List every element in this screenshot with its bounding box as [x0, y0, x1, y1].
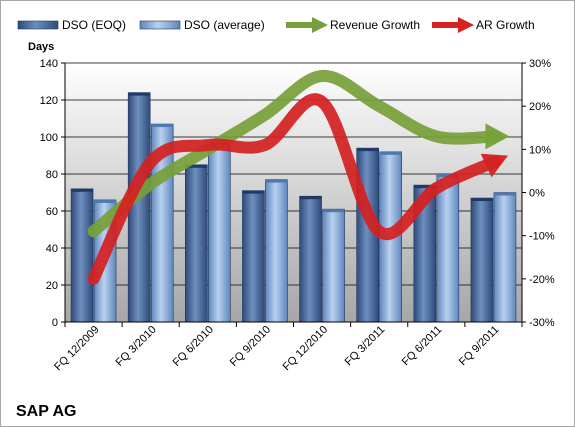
y-tick-label: 100	[40, 132, 58, 144]
y-tick-label: 0	[52, 317, 58, 329]
legend-label: Revenue Growth	[330, 18, 420, 32]
y-tick-label: 20	[46, 280, 58, 292]
bar	[208, 142, 231, 323]
x-tick-label: FQ 3/2011	[343, 324, 388, 369]
y-tick-label: 40	[46, 243, 58, 255]
legend-swatch-arrow	[312, 17, 328, 33]
x-tick-label: FQ 9/2011	[457, 324, 502, 369]
legend-label: AR Growth	[476, 18, 535, 32]
series-arrowhead	[480, 153, 509, 178]
bar	[436, 173, 460, 323]
y2-tick-label: 0%	[529, 188, 545, 200]
y2-tick-label: 10%	[529, 144, 551, 156]
bar	[242, 190, 265, 323]
series-line	[87, 69, 502, 238]
x-tick-label: FQ 9/2010	[228, 324, 273, 369]
bar-cap	[71, 188, 94, 192]
bar-cap	[379, 151, 402, 155]
series-arrowhead	[485, 123, 510, 150]
bar	[299, 195, 322, 323]
bar	[493, 192, 517, 323]
x-tick-label: FQ 6/2011	[400, 324, 445, 369]
bar	[470, 197, 494, 323]
legend-swatch-arrow	[458, 17, 474, 33]
y2-tick-label: -30%	[529, 317, 555, 329]
legend-swatch	[17, 20, 59, 30]
bar-cap	[493, 192, 516, 196]
x-tick-label: FQ 12/2010	[281, 324, 331, 374]
bar-cap	[356, 148, 379, 152]
y2-tick-label: -10%	[529, 231, 555, 243]
bar	[70, 188, 94, 323]
bar-cap	[94, 199, 117, 203]
y-tick-label: 80	[46, 169, 58, 181]
bar	[265, 179, 288, 323]
bar	[185, 164, 208, 323]
bar	[322, 208, 345, 323]
bar-cap	[185, 164, 208, 168]
y2-tick-label: 30%	[529, 58, 551, 70]
legend-label: DSO (EOQ)	[62, 18, 126, 32]
bar-cap	[413, 185, 436, 189]
x-tick-label: FQ 3/2010	[114, 324, 159, 369]
bar-cap	[151, 124, 174, 128]
legend: DSO (EOQ) DSO (average) Revenue Growth AR G…	[17, 17, 535, 33]
bar-cap	[242, 190, 265, 194]
y-axis-title: Days	[28, 41, 54, 53]
x-tick-label: FQ 6/2010	[171, 324, 216, 369]
y-tick-label: 140	[40, 58, 58, 70]
bar-cap	[299, 196, 322, 200]
bar-cap	[470, 198, 493, 202]
y-tick-label: 60	[46, 206, 58, 218]
y2-tick-label: -20%	[529, 274, 555, 286]
chart-title: SAP AG	[16, 403, 76, 420]
legend-label: DSO (average)	[184, 18, 265, 32]
bar-cap	[322, 209, 345, 213]
legend-swatch	[139, 20, 181, 30]
y2-tick-label: 20%	[529, 101, 551, 113]
x-tick-label: FQ 12/2009	[52, 324, 102, 374]
bar-cap	[265, 179, 288, 183]
y-tick-label: 120	[40, 95, 58, 107]
series-line	[87, 93, 502, 285]
bar-cap	[128, 92, 151, 96]
